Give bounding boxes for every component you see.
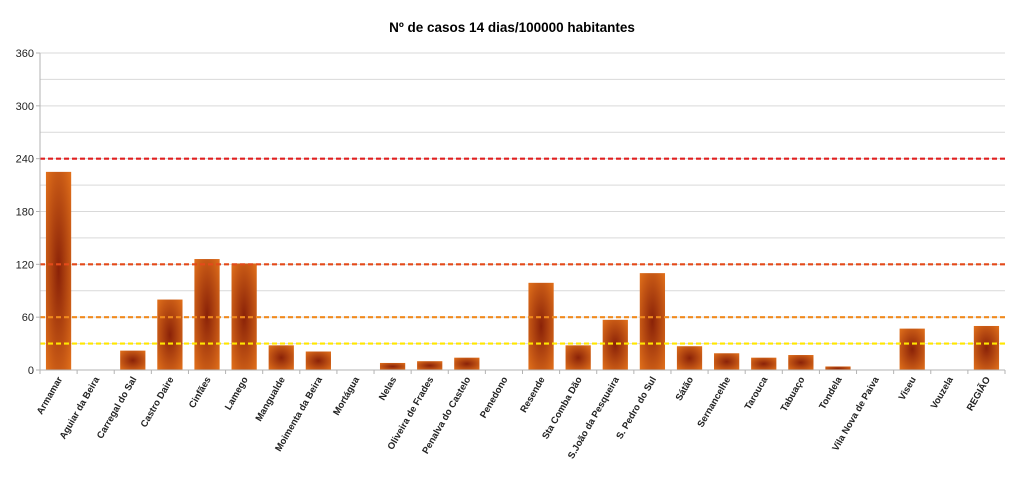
bar xyxy=(120,350,146,370)
x-tick-label: Armamar xyxy=(35,375,66,417)
bar xyxy=(602,319,628,370)
bar xyxy=(751,357,777,370)
x-tick-label: Sta Comba Dão xyxy=(540,375,585,441)
y-tick-label: 300 xyxy=(16,101,34,113)
bar xyxy=(714,353,740,370)
y-tick-label: 360 xyxy=(16,48,34,60)
x-tick-label: Castro Daire xyxy=(139,375,177,429)
bar xyxy=(454,357,480,370)
bar xyxy=(45,171,72,370)
bar xyxy=(639,273,666,370)
x-tick-label: Mortágua xyxy=(331,374,362,417)
bar xyxy=(899,328,925,370)
x-tick-label: S. Pedro do Sul xyxy=(614,375,659,441)
bar xyxy=(565,345,591,370)
x-tick-label: REGIÃO xyxy=(965,375,993,413)
chart-title: Nº de casos 14 dias/100000 habitantes xyxy=(389,20,635,35)
bar xyxy=(305,351,331,370)
bar xyxy=(379,362,406,370)
x-tick-label: Aguiar da Beira xyxy=(58,374,103,441)
bar xyxy=(825,366,851,370)
y-axis-ticks: 0 60 120 180 240 300 360 xyxy=(16,48,40,377)
bar xyxy=(788,355,814,370)
x-tick-label: Cinfães xyxy=(187,375,214,410)
bar xyxy=(676,346,703,370)
bar xyxy=(528,282,554,370)
x-tick-label: Mangualde xyxy=(254,375,288,423)
x-tick-label: Tarouca xyxy=(743,374,771,412)
x-tick-label: Vouzela xyxy=(929,374,956,411)
bar xyxy=(194,259,220,370)
x-tick-label: Penedono xyxy=(478,375,511,420)
y-tick-label: 0 xyxy=(28,365,34,377)
reference-lines xyxy=(40,157,1005,345)
bar xyxy=(973,325,1000,370)
y-tick-label: 240 xyxy=(16,154,34,166)
x-tick-label: Viseu xyxy=(897,375,919,402)
bars-layer xyxy=(45,171,1000,370)
x-tick-label: Lamego xyxy=(223,375,251,412)
bar xyxy=(268,345,294,370)
x-tick-label: Sátão xyxy=(674,375,697,403)
bar xyxy=(157,299,183,370)
x-tick-label: Nelas xyxy=(377,375,399,402)
x-tick-label: Tondela xyxy=(817,374,845,411)
x-tick-label: Tabuaço xyxy=(779,375,808,414)
bar xyxy=(417,361,443,370)
x-tick-label: Sernancelhe xyxy=(695,375,733,429)
grid-layer xyxy=(39,52,1006,374)
y-tick-label: 60 xyxy=(22,312,34,324)
y-tick-label: 180 xyxy=(16,207,34,219)
y-tick-label: 120 xyxy=(16,259,34,271)
x-tick-label: Carregal do Sal xyxy=(95,375,139,441)
x-tick-label: Resende xyxy=(518,375,547,415)
